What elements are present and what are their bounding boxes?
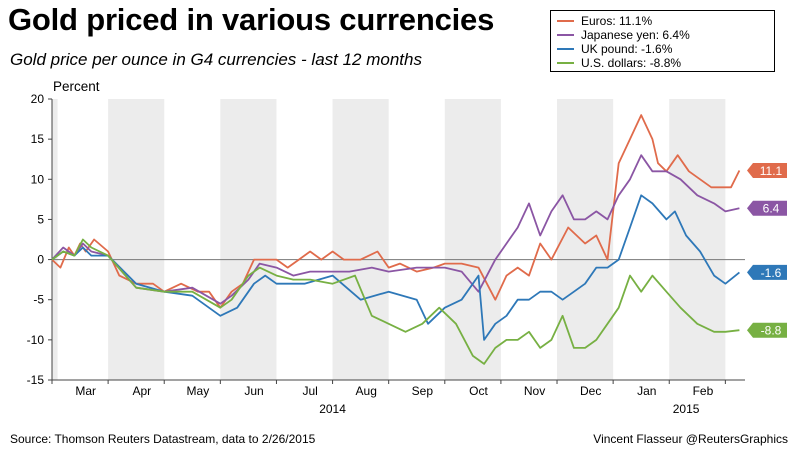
end-label-value: 6.4 bbox=[763, 202, 780, 216]
month-band bbox=[220, 99, 277, 380]
month-bands bbox=[52, 99, 726, 380]
series-line-1 bbox=[51, 154, 740, 305]
y-tick-label: 15 bbox=[31, 132, 45, 146]
legend-label-yen: Japanese yen: 6.4% bbox=[581, 28, 690, 42]
legend-label-euros: Euros: 11.1% bbox=[581, 14, 653, 28]
y-tick-label: -10 bbox=[27, 333, 45, 347]
chart-title: Gold priced in various currencies bbox=[8, 2, 495, 37]
x-tick-label: May bbox=[187, 384, 210, 398]
y-tick-label: 20 bbox=[31, 92, 45, 106]
source-note: Source: Thomson Reuters Datastream, data… bbox=[10, 432, 316, 446]
end-label-value: -8.8 bbox=[761, 324, 782, 338]
y-tick-label: -5 bbox=[33, 293, 44, 307]
x-tick-label: Sep bbox=[412, 384, 434, 398]
legend-item-dollars: U.S. dollars: -8.8% bbox=[557, 56, 681, 70]
x-tick-label: Oct bbox=[469, 384, 488, 398]
x-tick-label: Dec bbox=[580, 384, 601, 398]
month-band bbox=[557, 99, 614, 380]
end-label-tag bbox=[747, 162, 787, 178]
month-band bbox=[52, 99, 58, 380]
end-label-tag bbox=[747, 264, 787, 280]
y-tick-label: -15 bbox=[27, 373, 45, 387]
legend-label-dollars: U.S. dollars: -8.8% bbox=[581, 56, 682, 70]
legend-swatch-dollars bbox=[557, 62, 574, 64]
end-label-tag bbox=[747, 322, 787, 338]
chart-subtitle: Gold price per ounce in G4 currencies - … bbox=[10, 50, 422, 69]
end-label-value: -1.6 bbox=[761, 266, 782, 280]
y-axis-label: Percent bbox=[53, 79, 100, 94]
series-line-3 bbox=[51, 238, 740, 365]
y-axis: 20 15 10 5 0 -5 -10 -15 Percent bbox=[27, 79, 745, 387]
end-labels: 11.1 6.4 -1.6 -8.8 bbox=[747, 162, 787, 338]
month-band bbox=[669, 99, 726, 380]
legend-item-pound: UK pound: -1.6% bbox=[557, 42, 672, 56]
x-tick-label: Feb bbox=[693, 384, 714, 398]
x-tick-label: Jun bbox=[244, 384, 263, 398]
legend-swatch-yen bbox=[557, 34, 574, 36]
y-tick-label: 10 bbox=[31, 172, 45, 186]
series-line-2 bbox=[51, 194, 740, 341]
series-lines bbox=[51, 114, 741, 365]
legend-item-yen: Japanese yen: 6.4% bbox=[557, 28, 690, 42]
x-tick-label: Apr bbox=[132, 384, 151, 398]
legend-item-euros: Euros: 11.1% bbox=[557, 14, 652, 28]
chart-legend: Euros: 11.1% Japanese yen: 6.4% UK pound… bbox=[550, 10, 775, 72]
end-label-tag bbox=[747, 200, 787, 216]
credit-note: Vincent Flasseur @ReutersGraphics bbox=[593, 432, 788, 446]
series-line-0 bbox=[51, 114, 741, 309]
x-axis: Mar Apr May Jun Jul Aug Sep Oct Nov Dec Jan Feb 2014… bbox=[51, 379, 745, 416]
x-tick-label: Jul bbox=[302, 384, 317, 398]
legend-swatch-pound bbox=[557, 48, 574, 50]
year-label: 2014 bbox=[319, 402, 346, 416]
y-tick-label: 5 bbox=[37, 212, 44, 226]
month-band bbox=[332, 99, 389, 380]
x-tick-label: Aug bbox=[356, 384, 377, 398]
legend-swatch-euros bbox=[557, 20, 574, 22]
y-tick-label: 0 bbox=[37, 253, 44, 267]
end-label-value: 11.1 bbox=[760, 164, 783, 178]
x-tick-label: Nov bbox=[524, 384, 545, 398]
legend-label-pound: UK pound: -1.6% bbox=[581, 42, 673, 56]
year-label: 2015 bbox=[673, 402, 700, 416]
month-band bbox=[444, 99, 501, 380]
month-band bbox=[108, 99, 165, 380]
x-tick-label: Mar bbox=[75, 384, 96, 398]
x-tick-label: Jan bbox=[637, 384, 656, 398]
